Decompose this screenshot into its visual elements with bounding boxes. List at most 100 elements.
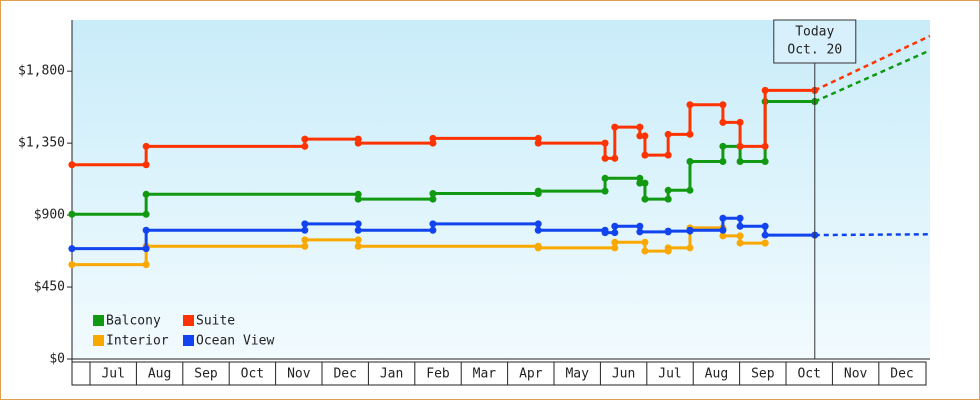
data-point [301,236,309,244]
data-point [636,228,644,236]
step-end-point [429,195,437,203]
step-end-point [142,245,150,253]
x-tick-label: Jul [101,367,124,382]
data-point [686,226,694,234]
projection-line [814,34,931,92]
x-tick-label: May [565,367,589,382]
data-point [68,210,76,218]
y-tick-label: $450 [34,280,65,295]
step-end-point [761,158,769,166]
data-point [761,239,769,247]
data-point [301,220,309,228]
y-tick-label: $900 [34,208,65,223]
step-end-point [641,238,649,246]
data-point [761,231,769,239]
data-point [354,242,362,250]
data-point [601,154,609,162]
axes: $0 $450 $900 $1,350 $1,800 Jul Aug Sep Oct Nov Dec… [18,20,930,386]
x-axis-band [71,361,927,386]
x-tick-label: Mar [473,367,497,382]
data-point [736,239,744,247]
step-end-point [601,139,609,147]
data-point [534,226,542,234]
data-point [534,187,542,195]
x-tick-label: Aug [705,367,728,382]
x-tick-label: Sep [751,367,775,382]
today-label: Oct. 20 [787,43,842,58]
data-point [736,142,744,150]
today-label: Today [795,25,834,40]
step-end-point [301,242,309,250]
data-point [719,118,727,126]
step-end-point [641,132,649,140]
legend-swatch [183,335,194,346]
data-point [719,232,727,240]
data-point [142,190,150,198]
data-point [719,214,727,222]
data-point [664,186,672,194]
legend-swatch [93,315,104,326]
step-end-point [719,101,727,109]
step-end-point [534,220,542,228]
x-tick-label: Sep [194,367,218,382]
x-tick-label: Dec [890,367,913,382]
data-point [354,195,362,203]
data-point [68,245,76,253]
x-tick-label: Nov [844,367,868,382]
step-end-point [142,261,150,269]
data-point [429,189,437,197]
series-layer: Today Oct. 20 [68,19,931,359]
y-tick-label: $0 [49,352,65,367]
step-end-point [664,195,672,203]
data-point [641,247,649,255]
legend: Balcony Suite Interior Ocean View [93,314,274,349]
step-end-point [664,151,672,159]
today-box [773,19,857,64]
step-end-point [354,190,362,198]
x-tick-label: Aug [148,367,171,382]
step-end-point [636,123,644,131]
data-point [429,134,437,142]
x-tick-label: Jul [658,367,681,382]
step-end-point [686,244,694,252]
plot-area [72,20,930,359]
step-end-point [611,244,619,252]
data-point [641,195,649,203]
data-point [601,229,609,237]
step-end-point [686,130,694,138]
x-tick-label: Oct [797,367,820,382]
data-point [354,139,362,147]
y-tick-label: $1,350 [18,136,65,151]
data-point [686,158,694,166]
step-end-point [761,142,769,150]
x-tick-label: Jan [380,367,403,382]
data-point [719,142,727,150]
data-point [636,179,644,187]
step-end-point [429,139,437,147]
data-point [664,244,672,252]
x-tick-label: Jun [612,367,635,382]
y-tick-label: $1,800 [18,64,65,79]
data-point [611,238,619,246]
x-tick-label: Apr [519,367,543,382]
data-point [736,222,744,230]
data-point [534,139,542,147]
step-end-point [142,210,150,218]
legend-label: Interior [106,334,169,349]
data-point [601,174,609,182]
step-end-point [636,222,644,230]
projection-line [814,233,930,237]
step-end-point [534,134,542,142]
step-end-point [736,232,744,240]
step-end-point [761,222,769,230]
step-end-point [142,161,150,169]
legend-swatch [183,315,194,326]
legend-label: Suite [196,314,235,329]
legend-label: Balcony [106,314,161,329]
x-tick-label: Feb [426,367,450,382]
step-end-point [641,179,649,187]
step-end-point [354,236,362,244]
data-point [761,86,769,94]
step-end-point [636,174,644,182]
